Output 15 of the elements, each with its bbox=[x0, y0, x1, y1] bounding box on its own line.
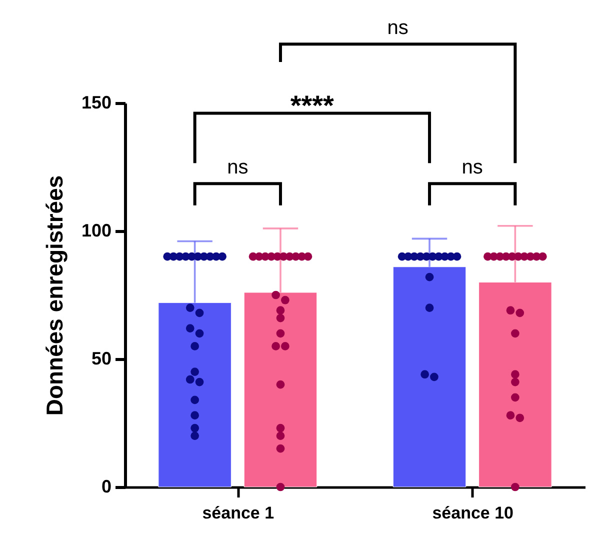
y-tick-label: 0 bbox=[101, 476, 112, 496]
bar bbox=[392, 266, 466, 488]
annotation: ns bbox=[227, 156, 248, 179]
annotation: ns bbox=[462, 156, 483, 179]
y-tick-label: 50 bbox=[91, 348, 112, 368]
annotation: **** bbox=[290, 90, 334, 122]
bar bbox=[478, 282, 552, 488]
bar bbox=[158, 302, 232, 488]
y-tick-label: 150 bbox=[81, 92, 112, 112]
y-tick-label: 100 bbox=[81, 220, 112, 240]
y-axis-title: Données enregistrées bbox=[41, 175, 68, 416]
x-tick-label: séance 1 bbox=[202, 504, 274, 522]
text: ns bbox=[387, 17, 408, 40]
bar bbox=[244, 292, 318, 488]
x-tick-label: séance 10 bbox=[432, 504, 514, 522]
